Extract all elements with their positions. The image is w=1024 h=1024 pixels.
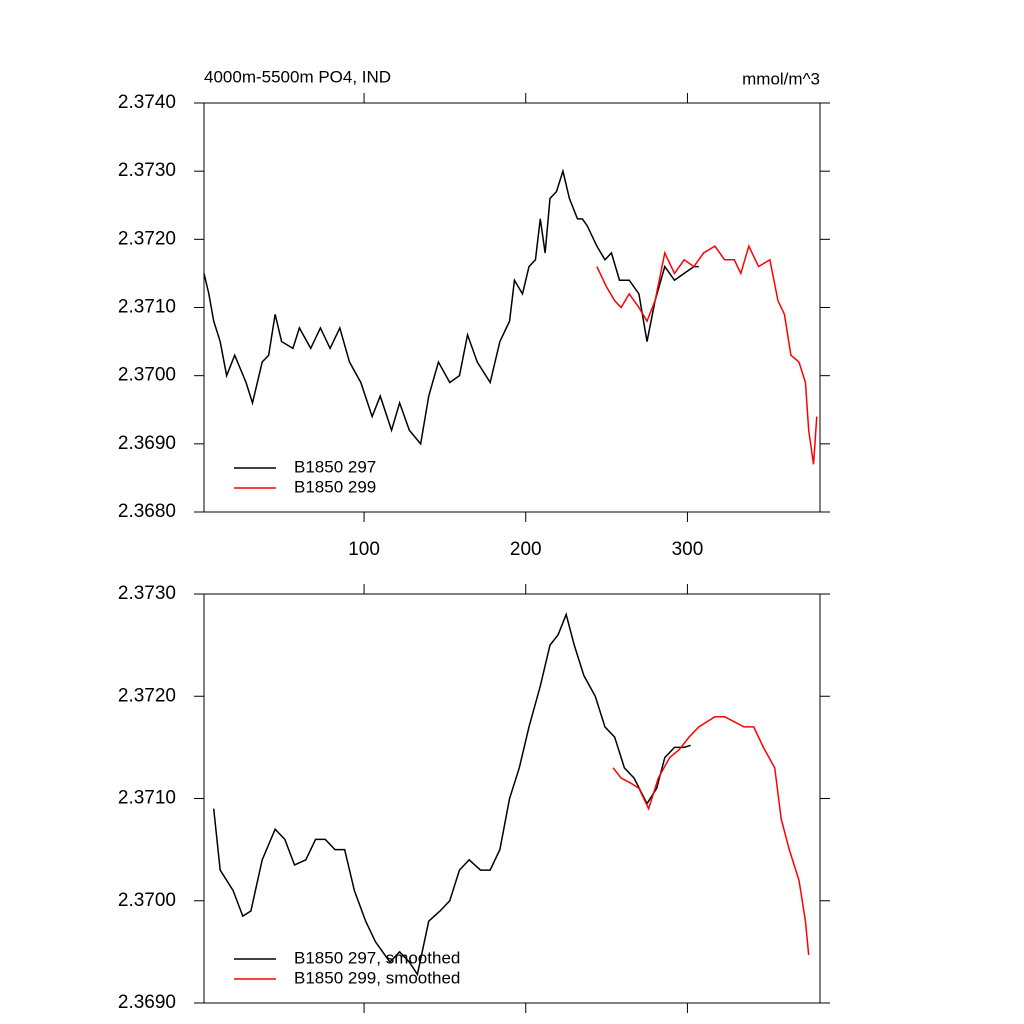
x-tick-label: 300 bbox=[672, 539, 704, 560]
y-tick-label: 2.3720 bbox=[118, 228, 176, 249]
y-tick-label: 2.3710 bbox=[118, 297, 176, 318]
y-tick-label: 2.3740 bbox=[118, 92, 176, 113]
chart-title: 4000m-5500m PO4, IND bbox=[204, 67, 391, 86]
y-tick-label: 2.3730 bbox=[118, 583, 176, 604]
legend-label: B1850 297, smoothed bbox=[294, 948, 460, 967]
y-units: mmol/m^3 bbox=[742, 69, 820, 88]
legend-label: B1850 299, smoothed bbox=[294, 968, 460, 987]
legend-label: B1850 297 bbox=[294, 457, 376, 476]
y-tick-label: 2.3700 bbox=[118, 365, 176, 386]
y-tick-label: 2.3680 bbox=[118, 501, 176, 522]
data-line bbox=[612, 715, 810, 956]
data-line bbox=[596, 244, 818, 465]
y-tick-label: 2.3710 bbox=[118, 788, 176, 809]
y-tick-label: 2.3700 bbox=[118, 890, 176, 911]
x-tick-label: 100 bbox=[348, 539, 380, 560]
y-tick-label: 2.3730 bbox=[118, 160, 176, 181]
y-tick-label: 2.3690 bbox=[118, 433, 176, 454]
y-tick-label: 2.3690 bbox=[118, 992, 176, 1013]
plot-frame bbox=[203, 593, 821, 1004]
y-tick-label: 2.3720 bbox=[118, 685, 176, 706]
data-line bbox=[203, 168, 699, 446]
x-tick-label: 200 bbox=[510, 539, 542, 560]
legend-label: B1850 299 bbox=[294, 477, 376, 496]
plot-frame bbox=[203, 102, 821, 513]
data-line bbox=[212, 612, 691, 977]
